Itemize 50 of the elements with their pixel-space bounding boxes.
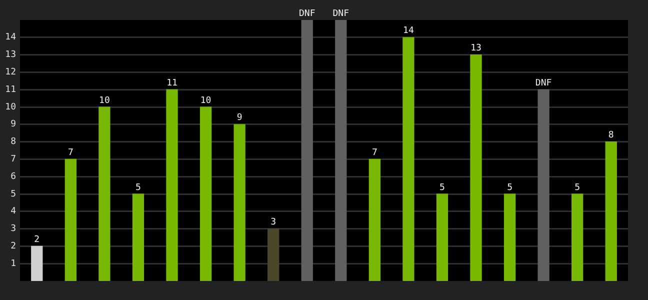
bar <box>234 124 246 281</box>
data-label: 7 <box>372 148 378 158</box>
data-label: DNF <box>332 8 350 19</box>
data-label: 11 <box>166 78 178 88</box>
bar <box>605 141 617 281</box>
y-tick-label: 7 <box>10 154 16 165</box>
bar <box>301 20 313 281</box>
data-label: 5 <box>440 182 445 193</box>
bar <box>538 89 550 281</box>
y-tick-label: 11 <box>5 84 16 95</box>
bar <box>572 194 584 281</box>
bar <box>64 158 76 281</box>
y-tick-label: 14 <box>5 32 16 43</box>
y-tick-label: 9 <box>10 120 16 130</box>
data-label: 3 <box>270 218 276 228</box>
bar <box>470 54 482 281</box>
bar <box>368 158 380 281</box>
y-tick-label: 1 <box>10 258 16 269</box>
data-label: 8 <box>608 130 614 141</box>
bar <box>402 37 414 281</box>
data-label: DNF <box>535 78 552 88</box>
y-tick-label: 12 <box>5 68 16 78</box>
bar <box>200 106 212 281</box>
y-tick-label: 8 <box>10 137 16 148</box>
y-tick-label: 2 <box>10 242 16 252</box>
y-tick-label: 3 <box>10 224 16 234</box>
data-label: 2 <box>34 235 40 246</box>
data-label: 10 <box>200 96 212 106</box>
data-label: 5 <box>574 182 580 193</box>
bar <box>166 89 178 281</box>
data-label: 7 <box>68 148 74 158</box>
y-tick-label: 10 <box>5 102 16 112</box>
bar <box>335 20 347 281</box>
bar <box>98 106 110 281</box>
data-label: DNF <box>298 8 316 19</box>
y-tick-label: 5 <box>10 189 16 200</box>
data-label: 13 <box>470 44 482 54</box>
bar <box>436 194 448 281</box>
data-label: 5 <box>507 182 512 193</box>
bar <box>132 194 144 281</box>
y-tick-label: 13 <box>5 50 16 60</box>
bar <box>31 246 43 281</box>
data-label: 10 <box>99 96 110 106</box>
bar <box>504 194 516 281</box>
data-label: 9 <box>236 113 242 124</box>
y-tick-label: 6 <box>10 172 16 182</box>
data-label: 14 <box>403 26 414 36</box>
data-label: 5 <box>136 182 141 193</box>
bar <box>268 228 280 281</box>
y-tick-label: 4 <box>10 206 16 217</box>
